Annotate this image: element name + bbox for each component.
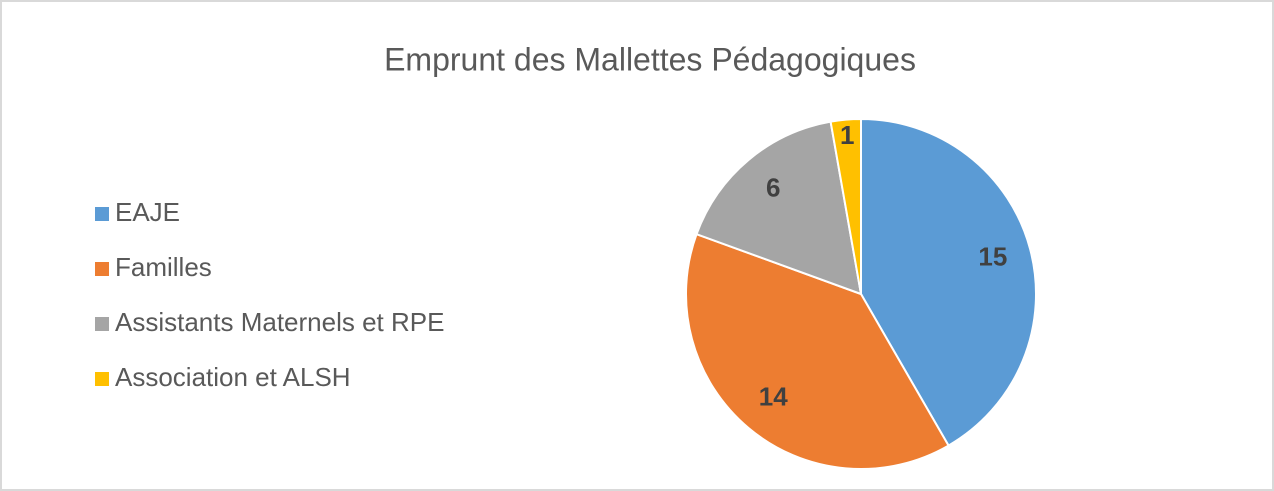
pie-slice xyxy=(695,120,863,296)
pie-slice xyxy=(685,232,950,470)
data-label: 1 xyxy=(840,120,854,150)
legend-label: Assistants Maternels et RPE xyxy=(115,307,444,337)
legend-swatch xyxy=(95,262,109,276)
data-label: 15 xyxy=(978,242,1007,272)
chart-title: Emprunt des Mallettes Pédagogiques xyxy=(384,41,916,77)
legend-label: EAJE xyxy=(115,197,180,227)
legend-swatch xyxy=(95,317,109,331)
data-label: 14 xyxy=(759,381,788,411)
legend-swatch xyxy=(95,207,109,221)
pie-slice xyxy=(860,117,1037,447)
legend-label: Association et ALSH xyxy=(115,362,351,392)
legend-swatch xyxy=(95,372,109,386)
legend-label: Familles xyxy=(115,252,212,282)
pie-slice xyxy=(829,117,862,295)
data-label: 6 xyxy=(766,172,780,202)
